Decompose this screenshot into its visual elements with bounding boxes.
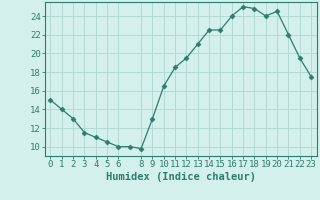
X-axis label: Humidex (Indice chaleur): Humidex (Indice chaleur) <box>106 172 256 182</box>
